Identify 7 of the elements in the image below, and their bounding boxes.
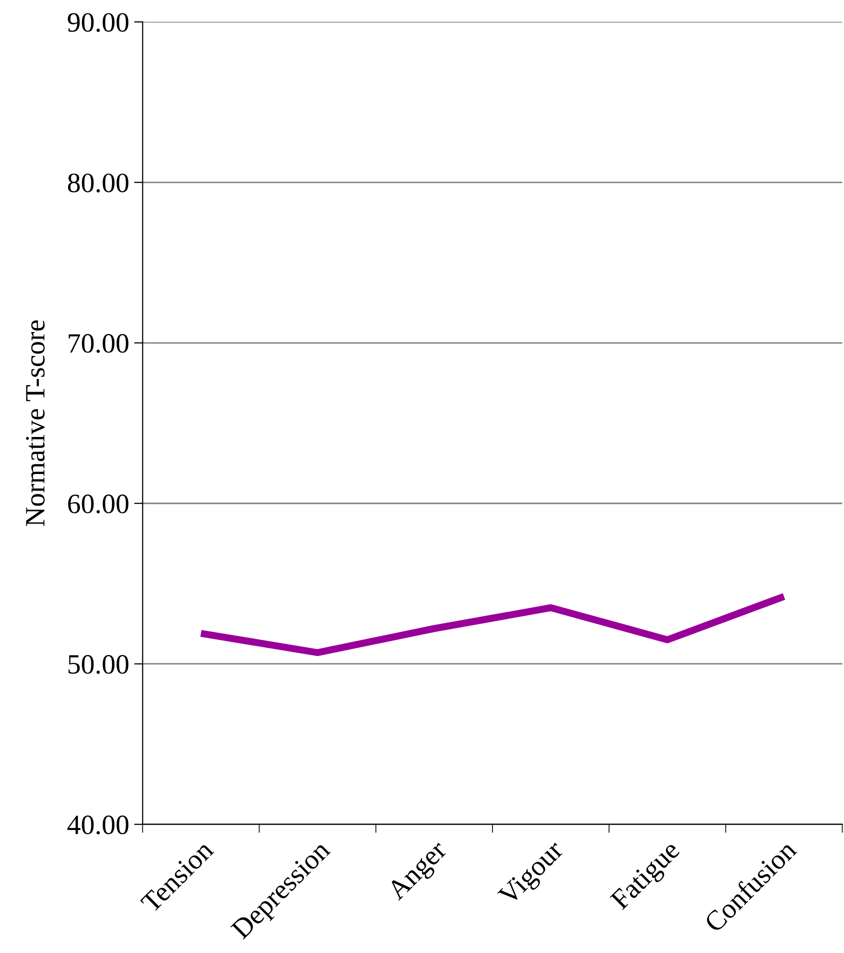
y-tick-label: 90.00 [68, 13, 128, 32]
y-tick-label: 60.00 [68, 494, 128, 514]
y-tick-label: 70.00 [68, 334, 128, 353]
y-tick-label: 80.00 [68, 174, 128, 192]
y-axis-title: Normative T-score [26, 320, 45, 526]
y-tick-label: 40.00 [67, 816, 128, 834]
y-tick-label: 50.00 [68, 655, 128, 674]
